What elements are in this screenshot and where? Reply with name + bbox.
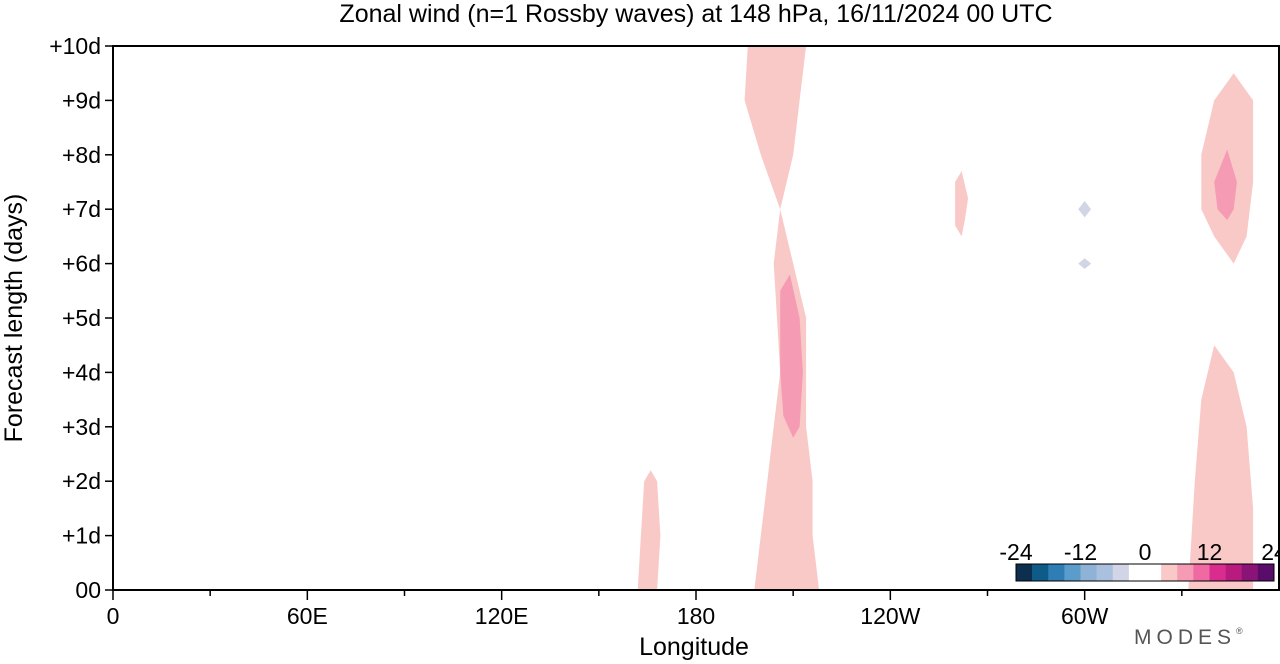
y-tick-label: +3d <box>62 414 101 440</box>
contour-americas-easterly-dot-7 <box>1078 201 1092 218</box>
contour-western-edge-westerly-top <box>113 46 159 139</box>
y-tick-label: +2d <box>62 468 101 494</box>
registered-mark: ® <box>1236 626 1243 636</box>
colorbar: -24 -12 0 12 24 <box>999 539 1280 582</box>
y-tick-label: 00 <box>75 577 101 603</box>
contour-subtropical-westerly-patch <box>955 171 969 237</box>
y-tick-label: +8d <box>62 142 101 168</box>
y-tick-label: +4d <box>62 359 101 385</box>
contour-indian-ocean-easterly-base <box>411 557 460 590</box>
brand-logo: MODES® <box>1134 626 1243 650</box>
x-axis-title: Longitude <box>639 633 749 661</box>
contour-pacific-easterly-patch <box>942 258 962 313</box>
x-tick-label: 120W <box>860 603 920 629</box>
y-tick-label: +9d <box>62 87 101 113</box>
colorbar-swatch <box>1112 564 1130 581</box>
y-tick-label: +5d <box>62 305 101 331</box>
colorbar-swatch <box>1161 564 1178 581</box>
colorbar-swatch <box>1225 564 1243 581</box>
x-tick-label: 60W <box>1061 603 1109 629</box>
y-tick-label: +1d <box>62 523 101 549</box>
colorbar-swatch <box>1080 564 1097 581</box>
colorbar-swatch <box>1145 564 1162 581</box>
colorbar-swatch <box>1177 564 1194 581</box>
x-tick-label: 0 <box>107 603 120 629</box>
contour-americas-easterly-core <box>1042 46 1098 373</box>
colorbar-label: 0 <box>1139 539 1152 565</box>
contour-dateline-westerly-west-core <box>637 470 661 590</box>
x-tick-label: 60E <box>287 603 328 629</box>
contour-eastern-westerly-peak <box>1214 149 1237 221</box>
y-tick-label: +10d <box>49 33 101 59</box>
contour-indian-ocean-easterly-top <box>274 46 373 123</box>
colorbar-label: -12 <box>1064 539 1097 565</box>
colorbar-swatch <box>1032 564 1049 581</box>
colorbar-swatch <box>1209 564 1226 581</box>
contour-eastern-westerly-base <box>1188 345 1254 590</box>
colorbar-swatch <box>1048 564 1065 581</box>
contour-western-edge-westerly-mid <box>113 209 123 264</box>
colorbar-swatch <box>1096 564 1114 581</box>
contour-maritime-easterly-mid <box>488 399 522 476</box>
colorbar-label: 24 <box>1261 539 1280 565</box>
x-tick-label: 120E <box>475 603 529 629</box>
brand-text: MODES <box>1134 626 1237 649</box>
colorbar-frame <box>1015 563 1275 582</box>
colorbar-swatch <box>1128 564 1146 581</box>
colorbar-label: 12 <box>1197 539 1223 565</box>
colorbar-swatch <box>1193 564 1210 581</box>
colorbar-swatch <box>1064 564 1081 581</box>
chart-title: Zonal wind (n=1 Rossby waves) at 148 hPa… <box>339 0 1052 28</box>
contour-dateline-westerly-peak <box>780 274 803 438</box>
contour-regions <box>113 46 1279 590</box>
colorbar-swatch <box>1241 564 1259 581</box>
colorbar-swatch <box>1257 564 1275 581</box>
y-tick-label: +6d <box>62 251 101 277</box>
x-tick-label: 180 <box>677 603 715 629</box>
contour-pacific-easterly-strip <box>631 46 683 199</box>
colorbar-label: -24 <box>999 539 1032 565</box>
colorbar-swatch <box>1016 564 1033 581</box>
y-axis-title: Forecast length (days) <box>0 194 28 443</box>
contour-west-pacific-easterly <box>210 46 583 590</box>
contour-indian-ocean-easterly-mid <box>268 328 321 460</box>
y-axis: 00 +1d +2d +3d +4d +5d +6d +7d +8d +9d +10d <box>49 33 113 603</box>
y-tick-label: +7d <box>62 196 101 222</box>
x-axis: 0 60E 120E 180 120W 60W <box>107 590 1183 629</box>
contour-americas-easterly-dot-6 <box>1078 258 1092 269</box>
